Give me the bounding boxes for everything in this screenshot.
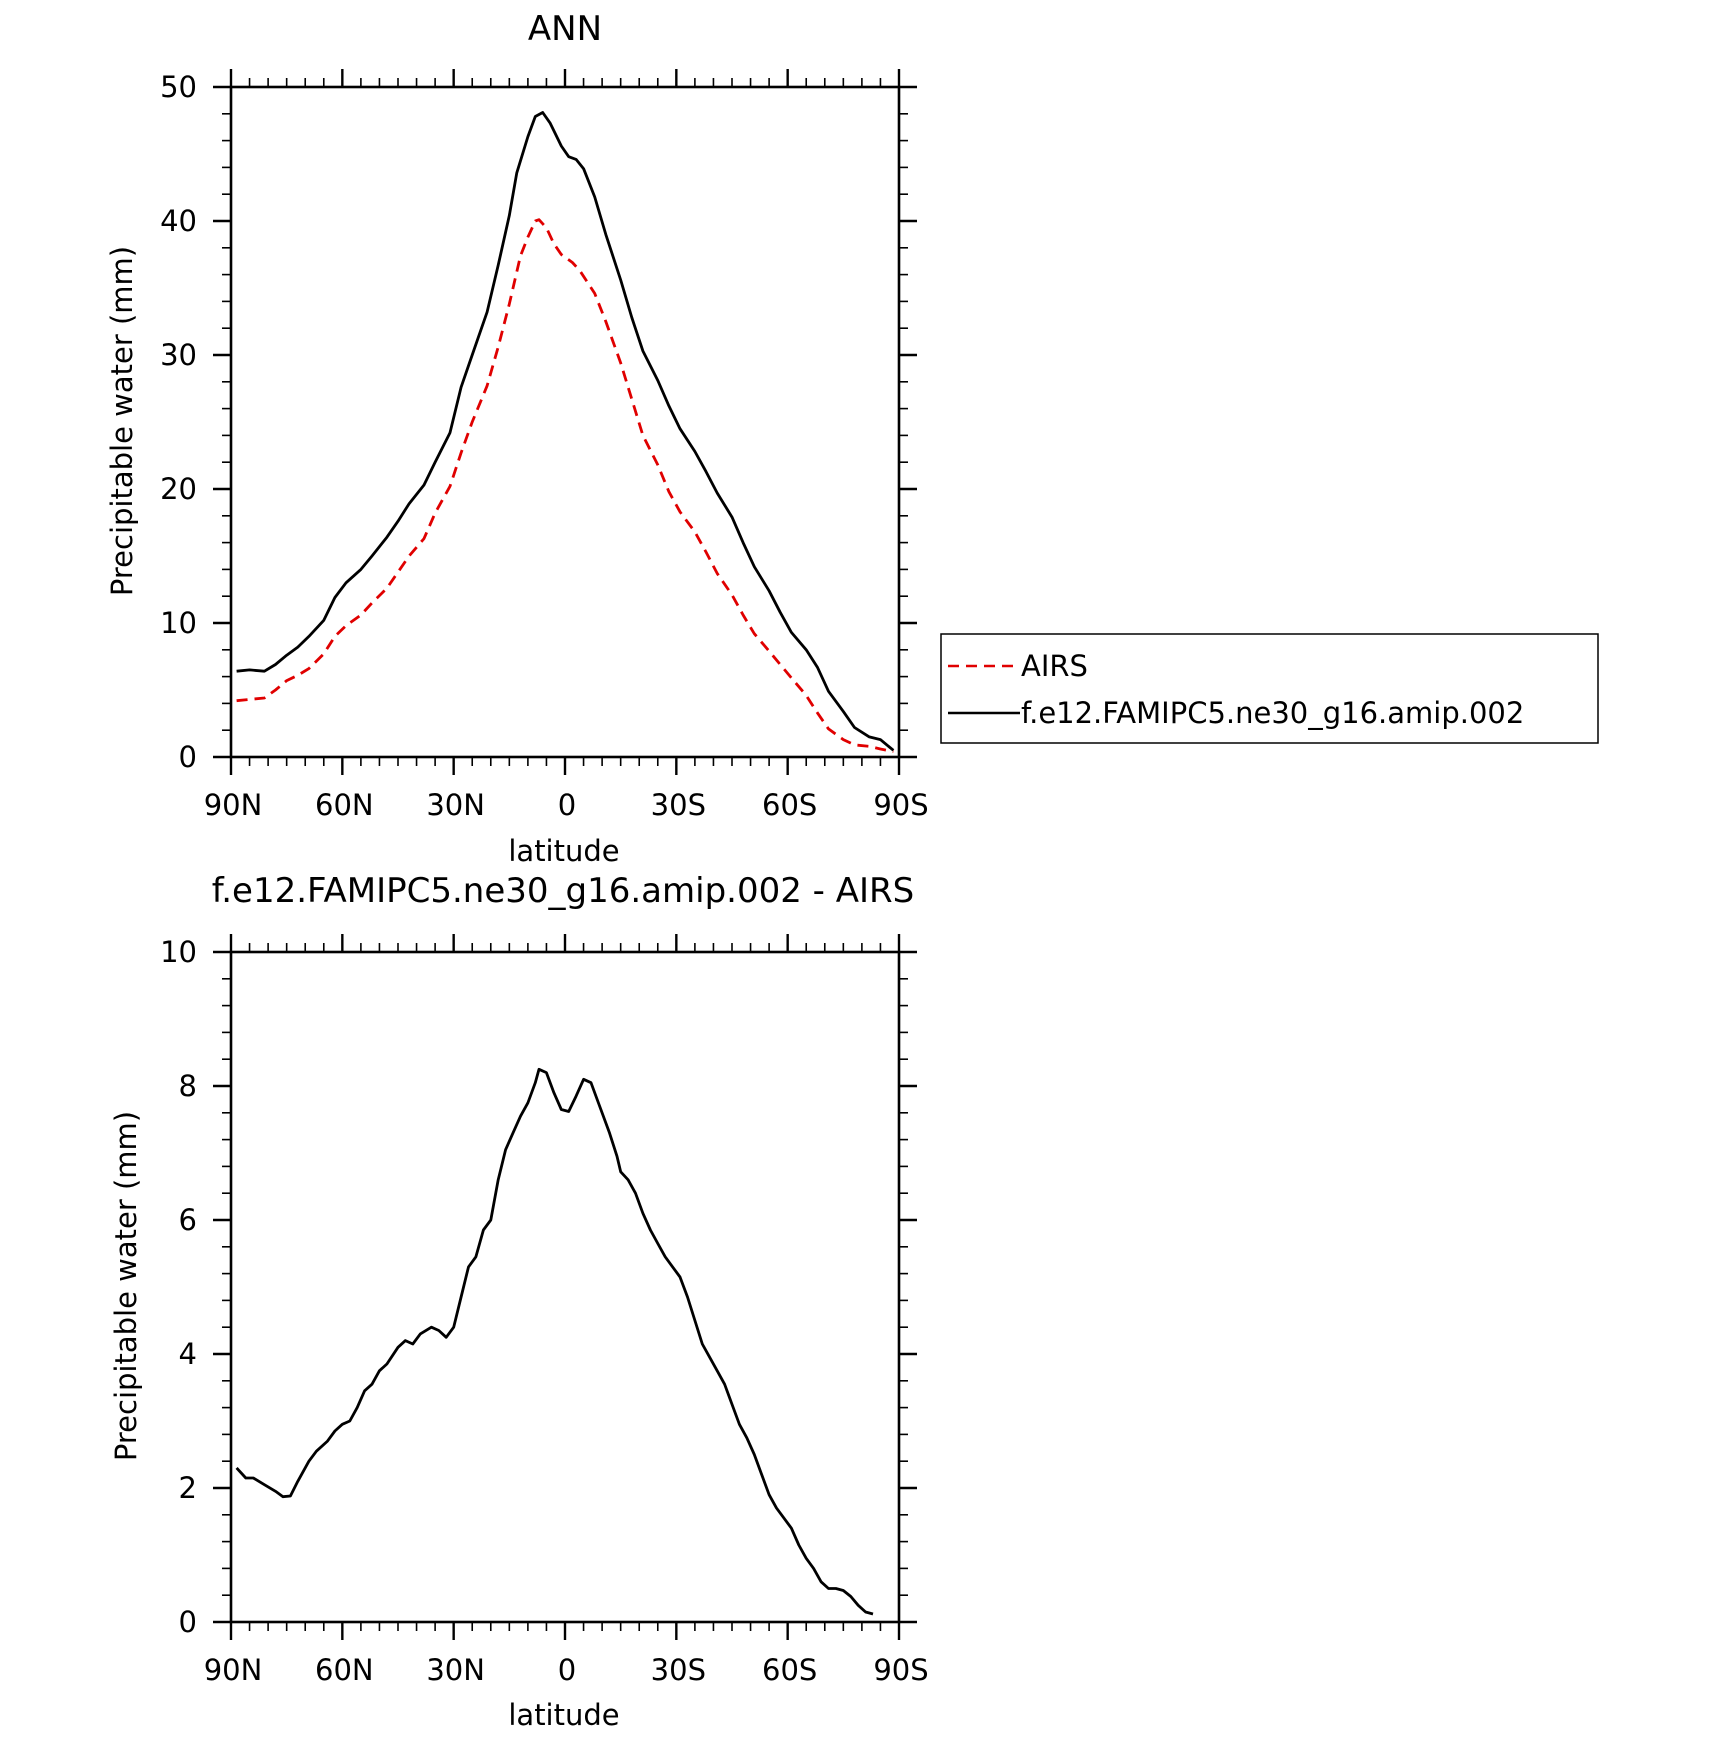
series-line-0	[235, 1067, 874, 1616]
x-tick-label: 0	[558, 1653, 576, 1687]
x-axis-label: latitude	[508, 1698, 619, 1732]
y-tick-label: 30	[160, 338, 197, 372]
axes: 90N 60N 30N 0 30S 60S 90S 0 10 20 30 40 50	[160, 69, 929, 822]
y-tick-label: 20	[160, 472, 197, 506]
chart-legend: AIRS f.e12.FAMIPC5.ne30_g16.amip.002	[940, 633, 1599, 744]
y-tick-label: 0	[179, 1605, 197, 1639]
y-tick-label: 10	[160, 935, 197, 969]
x-axis-label: latitude	[508, 834, 619, 868]
legend-label-airs: AIRS	[1021, 649, 1088, 683]
x-tick-label: 30N	[426, 788, 485, 822]
x-tick-label: 30N	[426, 1653, 485, 1687]
x-tick-label: 60N	[315, 788, 374, 822]
series-group	[236, 111, 895, 753]
y-tick-label: 8	[179, 1069, 197, 1103]
y-tick-label: 0	[179, 740, 197, 774]
x-tick-label: 60S	[762, 1653, 817, 1687]
x-tick-label: 90N	[204, 788, 263, 822]
chart-panel-difference: f.e12.FAMIPC5.ne30_g16.amip.002 - AIRS P…	[109, 871, 929, 1732]
legend-box	[940, 633, 1599, 744]
y-tick-label: 40	[160, 204, 197, 238]
x-tick-label: 60N	[315, 1653, 374, 1687]
series-group	[235, 1067, 874, 1616]
y-tick-label: 50	[160, 70, 197, 104]
x-tick-label: 0	[558, 788, 576, 822]
y-axis-label: Precipitable water (mm)	[105, 246, 139, 596]
y-tick-label: 6	[179, 1203, 197, 1237]
x-tick-label: 90S	[873, 788, 928, 822]
series-line-1	[236, 111, 895, 752]
y-tick-label: 4	[179, 1337, 197, 1371]
x-tick-label: 90N	[204, 1653, 263, 1687]
x-tick-label: 30S	[651, 1653, 706, 1687]
y-axis-label: Precipitable water (mm)	[109, 1111, 143, 1461]
chart-title: ANN	[528, 9, 602, 49]
y-tick-label: 10	[160, 606, 197, 640]
chart-panel-annual: ANN Precipitable water (mm) latitude 90N…	[105, 9, 929, 868]
x-tick-label: 90S	[873, 1653, 928, 1687]
x-tick-label: 60S	[762, 788, 817, 822]
legend-label-model: f.e12.FAMIPC5.ne30_g16.amip.002	[1021, 696, 1524, 730]
axes: 90N 60N 30N 0 30S 60S 90S 0 2 4 6 8 10	[160, 934, 929, 1687]
x-tick-label: 30S	[651, 788, 706, 822]
y-tick-label: 2	[179, 1471, 197, 1505]
chart-title: f.e12.FAMIPC5.ne30_g16.amip.002 - AIRS	[212, 871, 914, 911]
series-line-0	[236, 218, 894, 753]
